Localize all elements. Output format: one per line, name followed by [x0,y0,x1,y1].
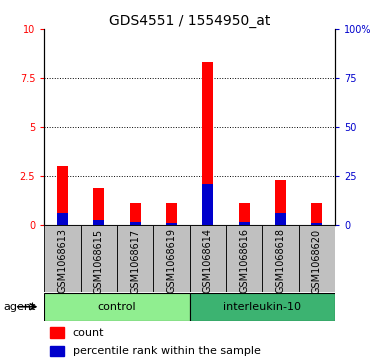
Bar [275,213,286,225]
Bar [117,225,153,292]
Bar [311,223,322,225]
Bar [275,180,286,225]
Bar [166,223,177,225]
Title: GDS4551 / 1554950_at: GDS4551 / 1554950_at [109,14,270,28]
Bar [203,62,213,225]
Bar [93,188,104,225]
Text: GSM1068619: GSM1068619 [166,228,176,293]
Bar [262,225,299,292]
Bar [57,166,68,225]
Bar [44,225,80,292]
Text: agent: agent [4,302,36,312]
Bar [153,225,189,292]
Bar [190,293,335,321]
Bar [130,222,141,225]
Bar [299,225,335,292]
Text: interleukin-10: interleukin-10 [223,302,301,312]
Text: GSM1068613: GSM1068613 [57,228,67,293]
Text: count: count [73,327,104,338]
Bar [239,204,249,225]
Text: GSM1068616: GSM1068616 [239,228,249,293]
Bar [80,225,117,292]
Bar [311,204,322,225]
Bar [130,204,141,225]
Text: GSM1068614: GSM1068614 [203,228,213,293]
Bar [50,346,64,356]
Text: GSM1068618: GSM1068618 [275,228,285,293]
Text: GSM1068617: GSM1068617 [130,228,140,294]
Bar [93,220,104,225]
Text: GSM1068615: GSM1068615 [94,228,104,294]
Bar [239,222,249,225]
Text: control: control [98,302,136,312]
Bar [226,225,262,292]
Bar [203,184,213,225]
Text: percentile rank within the sample: percentile rank within the sample [73,346,261,356]
Bar [57,213,68,225]
Bar [44,293,190,321]
Bar [50,327,64,338]
Bar [166,204,177,225]
Text: GSM1068620: GSM1068620 [312,228,322,294]
Bar [190,225,226,292]
